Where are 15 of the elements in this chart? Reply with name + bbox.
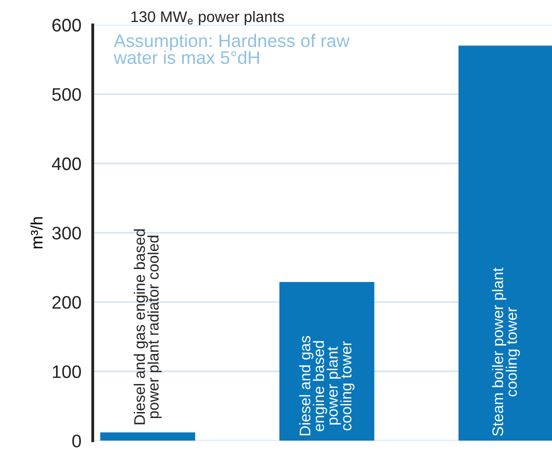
y-tick-label: 600: [52, 18, 81, 32]
y-tick-label: 100: [52, 365, 81, 378]
y-tick-label: 200: [52, 296, 81, 309]
y-tick-label: 0: [72, 434, 81, 448]
x-tick-label: Diesel and gas engine based power plant cooling tower: [299, 336, 354, 436]
y-tick-label: 500: [52, 88, 81, 101]
y-axis-title: m³/h: [30, 217, 43, 248]
y-tick-label: 400: [52, 157, 81, 170]
x-tick-label: Diesel and gas engine based power plant radiator cooled: [134, 229, 162, 424]
annotation: Assumption: Hardness of raw water is max 5°dH: [114, 34, 350, 64]
bar: [279, 282, 374, 441]
y-tick-label: 300: [52, 226, 81, 240]
chart-title: 130 MW$_{e}$ power plants: [131, 10, 284, 26]
bar: [100, 432, 196, 441]
x-tick-label: Steam boiler power plant cooling tower: [492, 268, 520, 436]
